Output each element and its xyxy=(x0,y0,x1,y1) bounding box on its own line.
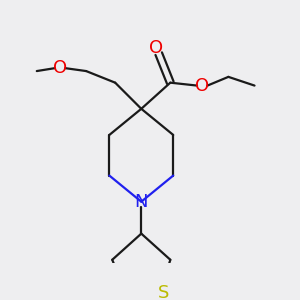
Text: N: N xyxy=(134,193,148,211)
Text: O: O xyxy=(195,76,209,94)
Text: O: O xyxy=(149,39,163,57)
Text: S: S xyxy=(158,284,169,300)
Text: O: O xyxy=(53,59,67,77)
